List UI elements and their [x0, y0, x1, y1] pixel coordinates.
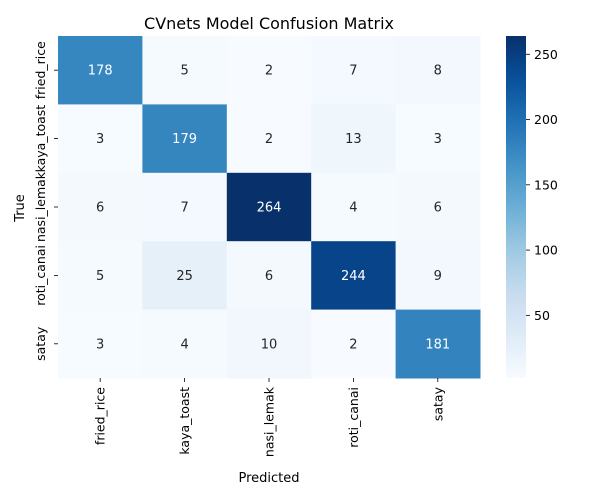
heatmap-cell — [226, 36, 312, 105]
heatmap-cell — [58, 36, 143, 105]
colorbar-tick-label: 100 — [534, 243, 558, 258]
heatmap-cell — [395, 172, 481, 242]
cell-value-label: 6 — [434, 201, 442, 216]
y-tick-label: nasi_lemak — [33, 171, 48, 242]
x-tick-label: nasi_lemak — [262, 386, 277, 457]
cell-value-label: 13 — [345, 132, 362, 147]
colorbar-tick-label: 200 — [534, 112, 558, 127]
heatmap-cells: 178 5 2 7 8 3 179 2 13 3 6 7 264 4 6 5 25 6 244 9 3 4 10 2 181 — [58, 36, 481, 379]
heatmap-cell — [58, 309, 143, 379]
heatmap-cell — [226, 241, 312, 311]
cell-value-label: 2 — [265, 132, 273, 147]
heatmap-cell — [395, 104, 481, 174]
cell-value-label: 9 — [434, 269, 442, 284]
x-tick-label: kaya_toast — [177, 387, 192, 455]
heatmap-cell — [226, 172, 312, 242]
colorbar-tick-labels: 50 100 150 200 250 — [526, 47, 558, 323]
y-axis-label: True — [13, 194, 28, 223]
cell-value-label: 6 — [96, 201, 104, 216]
cell-value-label: 3 — [434, 132, 442, 147]
cell-value-label: 3 — [96, 132, 104, 147]
heatmap-cell — [142, 36, 228, 105]
cell-value-label: 6 — [265, 269, 273, 284]
x-tick-labels: fried_rice kaya_toast nasi_lemak roti_canai… — [93, 378, 445, 457]
cell-value-label: 25 — [176, 269, 193, 284]
heatmap-cell — [226, 309, 312, 379]
cell-value-label: 178 — [88, 64, 113, 79]
heatmap-cell — [395, 241, 481, 311]
heatmap-cell — [58, 172, 143, 242]
heatmap-cell — [226, 104, 312, 174]
heatmap-cell — [142, 309, 228, 379]
heatmap-cell — [311, 241, 397, 311]
cell-value-label: 2 — [349, 337, 357, 352]
x-tick-label: fried_rice — [93, 387, 108, 445]
cell-value-label: 2 — [265, 64, 273, 79]
heatmap-cell — [311, 36, 397, 105]
x-tick-label: roti_canai — [346, 387, 361, 448]
heatmap-cell — [142, 241, 228, 311]
colorbar-tick-label: 150 — [534, 177, 558, 192]
y-tick-label: kaya_toast — [33, 105, 48, 173]
cell-value-label: 244 — [341, 269, 366, 284]
heatmap-cell — [142, 172, 228, 242]
heatmap-cell — [58, 241, 143, 311]
cell-value-label: 5 — [180, 64, 188, 79]
heatmap-cell — [58, 104, 143, 174]
heatmap-cell — [395, 36, 481, 105]
heatmap-cell — [311, 104, 397, 174]
cell-value-label: 7 — [349, 64, 357, 79]
cell-value-label: 8 — [434, 64, 442, 79]
cell-value-label: 7 — [180, 201, 188, 216]
y-tick-label: roti_canai — [33, 245, 48, 306]
heatmap-cell — [142, 104, 228, 174]
heatmap-cell — [311, 309, 397, 379]
cell-value-label: 264 — [257, 201, 282, 216]
cell-value-label: 4 — [180, 337, 188, 352]
chart-title: CVnets Model Confusion Matrix — [144, 14, 394, 33]
y-tick-label: satay — [33, 326, 48, 361]
colorbar-tick-label: 50 — [534, 308, 550, 323]
cell-value-label: 10 — [261, 337, 278, 352]
cell-value-label: 5 — [96, 269, 104, 284]
y-tick-label: fried_rice — [33, 41, 48, 99]
heatmap-cell — [395, 309, 481, 379]
cell-value-label: 3 — [96, 337, 104, 352]
x-tick-label: satay — [430, 386, 445, 421]
colorbar-tick-label: 250 — [534, 47, 558, 62]
colorbar — [506, 36, 526, 378]
cell-value-label: 181 — [425, 337, 450, 352]
cell-value-label: 4 — [349, 201, 357, 216]
heatmap-cell — [311, 172, 397, 242]
cell-value-label: 179 — [172, 132, 197, 147]
x-axis-label: Predicted — [238, 471, 299, 486]
